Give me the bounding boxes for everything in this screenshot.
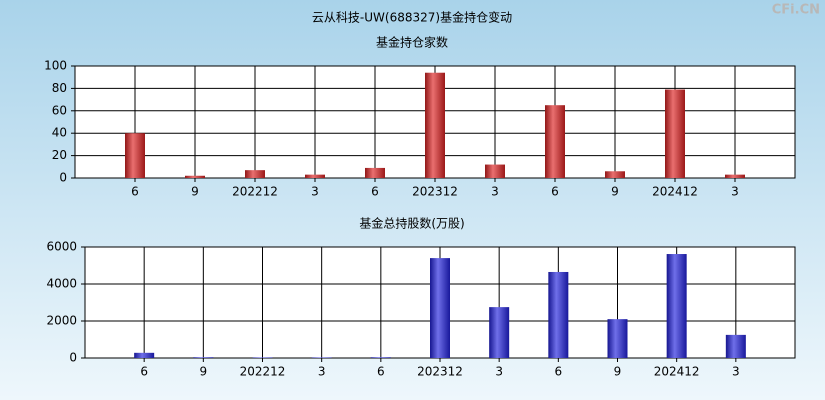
bar <box>311 357 332 358</box>
bar <box>725 334 746 358</box>
bar <box>245 170 265 178</box>
bar <box>545 105 565 178</box>
x-tick-label: 3 <box>732 365 740 379</box>
bar <box>125 133 145 178</box>
x-tick-label: 9 <box>200 365 208 379</box>
chart-title: 基金总持股数(万股) <box>359 216 464 231</box>
x-tick-label: 9 <box>614 365 622 379</box>
y-tick-label: 100 <box>44 59 67 73</box>
x-tick-label: 6 <box>131 185 139 199</box>
x-tick-label: 6 <box>551 185 559 199</box>
x-tick-label: 202412 <box>652 185 698 199</box>
bar <box>548 271 569 358</box>
x-tick-label: 3 <box>491 185 499 199</box>
x-tick-label: 202312 <box>412 185 458 199</box>
y-tick-label: 60 <box>52 103 67 117</box>
bar <box>485 164 505 178</box>
chart-title: 基金持仓家数 <box>376 35 448 50</box>
x-tick-label: 6 <box>140 365 148 379</box>
y-tick-label: 4000 <box>46 277 77 291</box>
x-tick-label: 6 <box>555 365 563 379</box>
bar <box>425 72 445 178</box>
bar <box>725 174 745 178</box>
watermark: CFi.CN <box>772 3 820 18</box>
bar <box>134 352 155 358</box>
bar <box>370 357 391 358</box>
bar <box>365 167 385 178</box>
x-tick-label: 3 <box>318 365 326 379</box>
x-tick-label: 3 <box>495 365 503 379</box>
bar <box>430 258 450 358</box>
x-tick-label: 3 <box>731 185 739 199</box>
x-tick-label: 202312 <box>417 365 463 379</box>
y-tick-label: 80 <box>52 81 67 95</box>
bar <box>305 174 325 178</box>
bar <box>605 171 625 178</box>
x-tick-label: 9 <box>611 185 619 199</box>
bar <box>185 175 205 178</box>
x-tick-label: 202212 <box>240 365 286 379</box>
bar <box>666 254 687 358</box>
bar <box>489 307 510 358</box>
y-tick-label: 6000 <box>46 240 77 254</box>
x-tick-label: 6 <box>371 185 379 199</box>
y-tick-label: 40 <box>52 126 67 140</box>
y-tick-label: 20 <box>52 148 67 162</box>
y-tick-label: 0 <box>59 171 67 185</box>
x-tick-label: 202212 <box>232 185 278 199</box>
page-title: 云从科技-UW(688327)基金持仓变动 <box>312 10 512 25</box>
x-tick-label: 3 <box>311 185 319 199</box>
x-tick-label: 9 <box>191 185 199 199</box>
x-tick-label: 202412 <box>654 365 700 379</box>
y-tick-label: 2000 <box>46 314 77 328</box>
x-tick-label: 6 <box>377 365 385 379</box>
bar <box>607 319 628 358</box>
bar <box>665 89 685 178</box>
bar <box>193 357 214 358</box>
bar <box>252 357 273 358</box>
y-tick-label: 0 <box>69 351 77 365</box>
